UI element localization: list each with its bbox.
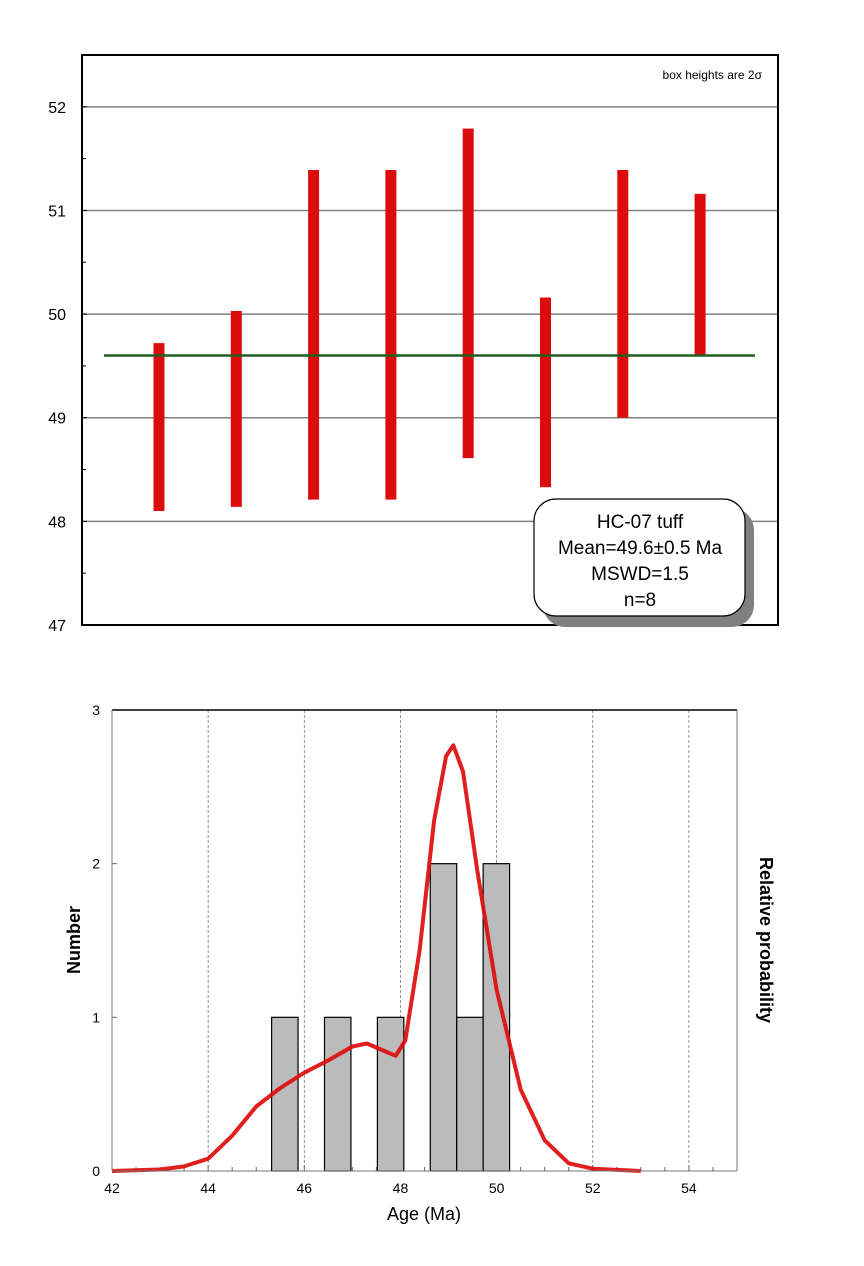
legend-line: MSWD=1.5 [591,564,689,585]
y2-axis-label: Relative probability [756,857,776,1023]
x-tick-label: 44 [200,1180,216,1196]
y-tick-label: 3 [92,702,100,718]
x-tick-label: 50 [489,1180,505,1196]
error-bar [617,170,629,418]
y-tick-label: 47 [48,618,66,635]
legend-box: HC-07 tuff Mean=49.6±0.5 Ma MSWD=1.5 n=8 [533,498,754,627]
y-tick-label: 2 [92,856,100,872]
y-tick-label: 50 [48,307,66,324]
y-axis-label: Number [64,906,84,974]
probability-curve [111,743,641,1173]
y-tick-label: 0 [92,1163,100,1179]
y-tick-label: 51 [48,203,66,220]
histogram-bar [323,1016,352,1172]
histogram-bar [271,1016,299,1172]
x-tick-label: 42 [104,1180,120,1196]
x-tick-label: 52 [585,1180,601,1196]
x-tick-label: 54 [681,1180,697,1196]
box-heights-note: box heights are 2σ [663,68,763,82]
x-tick-label: 48 [393,1180,409,1196]
error-bar [308,170,320,500]
error-bar [230,310,242,507]
y-tick-label: 49 [48,411,66,428]
x-tick-label: 46 [297,1180,313,1196]
legend-line: n=8 [624,590,656,611]
weighted-mean-chart: 47 48 49 50 51 52 [48,54,779,635]
plot-frame [81,54,779,626]
y-tick-label: 48 [48,514,66,531]
histogram-bar [482,863,511,1172]
legend-line: HC-07 tuff [597,512,684,533]
error-bar [153,343,165,511]
histogram-bar [456,1016,484,1172]
error-bar [462,128,474,459]
error-bar [694,193,706,355]
histogram-chart: 42 44 46 48 50 52 54 0 1 2 3 [92,702,738,1196]
histogram-bar [376,1016,405,1172]
y-tick-label: 52 [48,100,66,117]
legend-line: Mean=49.6±0.5 Ma [558,538,723,559]
x-axis-label: Age (Ma) [387,1204,461,1224]
error-bar [540,297,551,488]
error-bar [385,170,397,500]
y-tick-label: 1 [92,1009,100,1025]
histogram-bar [429,863,458,1172]
